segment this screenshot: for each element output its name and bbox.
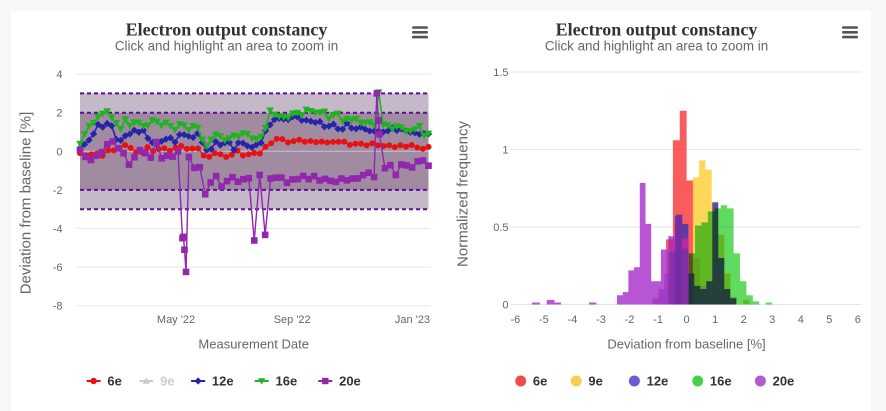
svg-text:Electron output constancy: Electron output constancy: [556, 20, 758, 40]
svg-text:1.5: 1.5: [493, 67, 508, 79]
svg-text:Sep '22: Sep '22: [274, 314, 311, 326]
svg-text:-6: -6: [510, 314, 520, 326]
svg-text:5: 5: [826, 314, 832, 326]
svg-text:-4: -4: [568, 314, 578, 326]
svg-text:-4: -4: [53, 224, 63, 236]
svg-text:6: 6: [855, 314, 861, 326]
svg-text:4: 4: [56, 69, 62, 81]
svg-text:12e: 12e: [647, 374, 669, 389]
svg-text:Deviation from baseline [%]: Deviation from baseline [%]: [18, 112, 35, 295]
svg-text:16e: 16e: [710, 374, 732, 389]
svg-text:2: 2: [56, 108, 62, 120]
svg-text:0.5: 0.5: [493, 222, 508, 234]
svg-text:Click and highlight an area to: Click and highlight an area to zoom in: [545, 39, 768, 54]
svg-text:9e: 9e: [588, 374, 602, 389]
svg-text:20e: 20e: [339, 374, 361, 389]
svg-text:Measurement Date: Measurement Date: [198, 337, 309, 352]
svg-text:1: 1: [712, 314, 718, 326]
svg-text:2: 2: [741, 314, 747, 326]
svg-text:-2: -2: [53, 185, 63, 197]
svg-text:Jan '23: Jan '23: [395, 314, 430, 326]
svg-text:-3: -3: [596, 314, 606, 326]
svg-text:6e: 6e: [107, 374, 121, 389]
svg-text:Deviation from baseline [%]: Deviation from baseline [%]: [607, 337, 765, 352]
svg-text:Electron output constancy: Electron output constancy: [126, 20, 328, 40]
svg-text:16e: 16e: [276, 374, 298, 389]
svg-text:20e: 20e: [773, 374, 795, 389]
svg-text:0: 0: [56, 146, 62, 158]
svg-text:1: 1: [502, 145, 508, 157]
svg-text:9e: 9e: [160, 374, 174, 389]
svg-text:-2: -2: [625, 314, 635, 326]
svg-text:0: 0: [502, 300, 508, 312]
svg-text:May '22: May '22: [157, 314, 195, 326]
svg-text:3: 3: [769, 314, 775, 326]
svg-text:-8: -8: [53, 301, 63, 313]
svg-text:-5: -5: [539, 314, 549, 326]
svg-text:12e: 12e: [212, 374, 234, 389]
svg-text:-6: -6: [53, 262, 63, 274]
svg-text:Normalized frequency: Normalized frequency: [455, 121, 472, 267]
svg-text:-1: -1: [653, 314, 663, 326]
svg-text:Click and highlight an area to: Click and highlight an area to zoom in: [115, 39, 338, 54]
svg-text:4: 4: [798, 314, 804, 326]
svg-text:0: 0: [684, 314, 690, 326]
svg-text:6e: 6e: [533, 374, 547, 389]
